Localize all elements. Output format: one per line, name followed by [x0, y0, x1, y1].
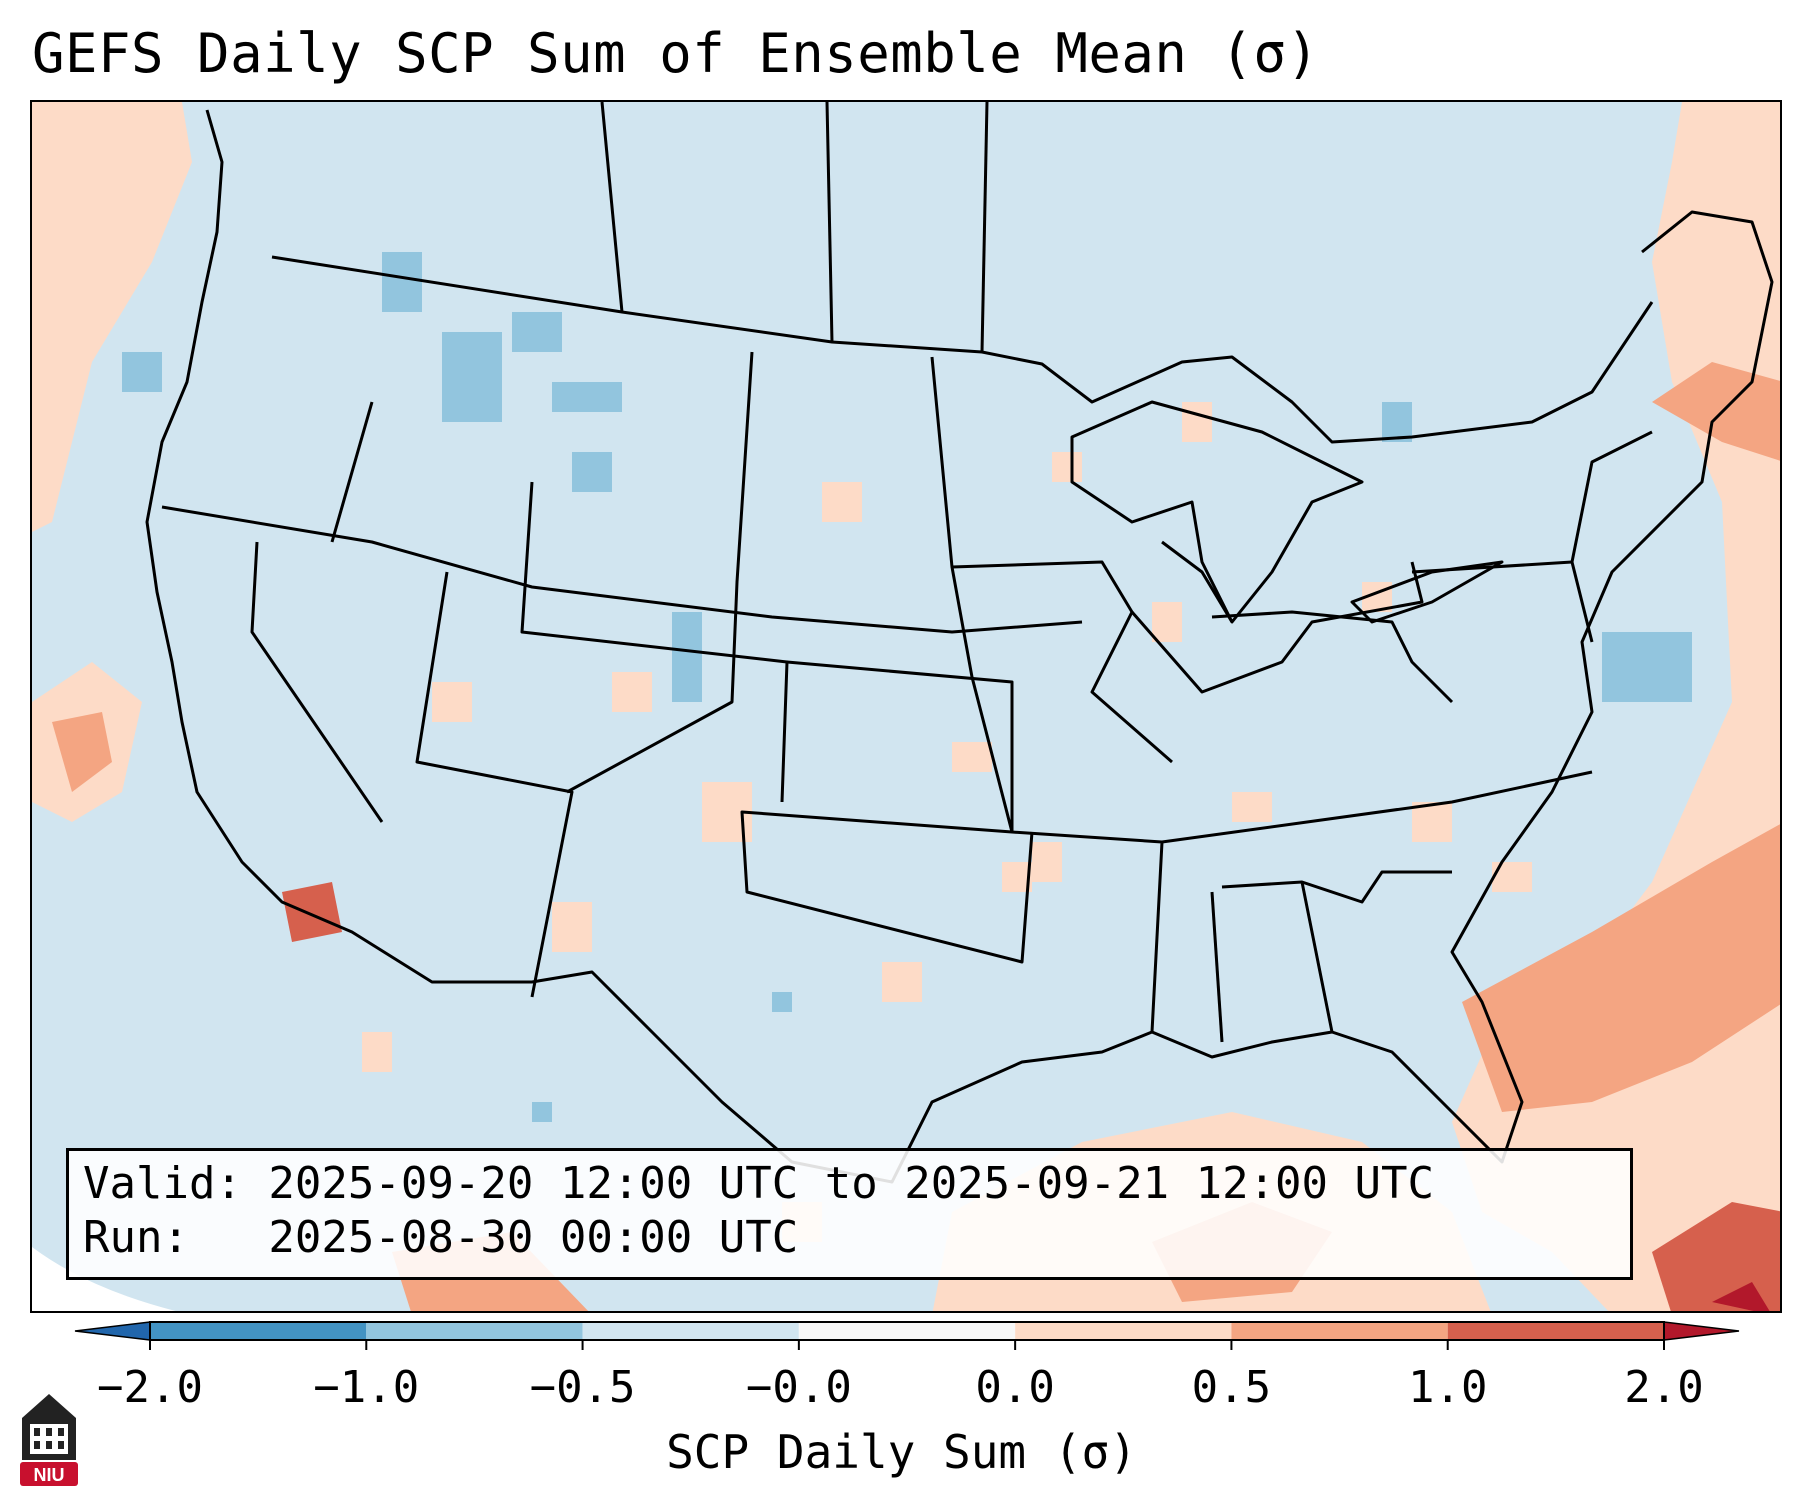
colorbar-bin — [366, 1322, 583, 1340]
positive-cell — [1002, 862, 1032, 892]
colorbar-bin — [1231, 1322, 1448, 1340]
positive-cell — [1052, 452, 1082, 482]
colorbar-tick-label: 0.0 — [975, 1362, 1055, 1413]
scp-field-layer — [32, 102, 1780, 1311]
positive-cell — [432, 682, 472, 722]
positive-cell — [882, 962, 922, 1002]
colorbar-tick-label: −2.0 — [97, 1362, 203, 1413]
positive-cell — [1182, 402, 1212, 442]
state-boundary-line — [1300, 881, 1334, 1033]
atlantic-moderate-band — [1462, 824, 1780, 1112]
negative-cell — [122, 352, 162, 392]
state-boundary-line — [250, 541, 384, 823]
positive-cell — [822, 482, 862, 522]
valid-run-info-box: Valid: 2025-09-20 12:00 UTC to 2025-09-2… — [66, 1148, 1633, 1280]
caribbean-high — [1652, 1202, 1780, 1311]
colorbar-tick-label: 2.0 — [1624, 1362, 1704, 1413]
state-boundary-line — [1161, 770, 1593, 844]
colorbar-outline — [149, 1321, 1665, 1341]
us-coastline — [145, 109, 1774, 1184]
california-coast-moderate — [52, 712, 112, 792]
colorbar-extend-high — [1663, 1321, 1740, 1341]
niu-logo-text: NIU — [34, 1465, 65, 1485]
state-boundary-line — [1130, 561, 1424, 694]
state-boundary-line — [1211, 610, 1454, 704]
map-title: GEFS Daily SCP Sum of Ensemble Mean (σ) — [32, 22, 1320, 85]
caribbean-extreme — [1712, 1282, 1770, 1311]
colorbar-tick-label: 1.0 — [1407, 1362, 1488, 1413]
negative-cell — [672, 612, 702, 702]
state-boundary-line — [271, 255, 1654, 444]
negative-cell — [552, 382, 622, 412]
negative-cell — [382, 252, 422, 312]
colorbar-bin — [150, 1322, 367, 1340]
state-boundary-line — [740, 660, 1034, 964]
negative-cell — [1602, 632, 1692, 702]
state-boundary-line — [1210, 891, 1224, 1043]
valid-time-text: Valid: 2025-09-20 12:00 UTC to 2025-09-2… — [83, 1158, 1435, 1209]
positive-cell — [362, 1032, 392, 1072]
colorbar-bin — [582, 1322, 799, 1340]
positive-cell — [1492, 862, 1532, 892]
state-boundary-line — [980, 102, 989, 353]
positive-cell — [952, 742, 992, 772]
negative-cell — [442, 332, 502, 422]
colorbar-tick-label: 0.5 — [1191, 1362, 1272, 1413]
map-canvas — [32, 102, 1780, 1311]
negative-cell — [572, 452, 612, 492]
state-boundary-line — [566, 351, 754, 794]
outside-domain — [32, 1247, 176, 1311]
positive-cell — [1412, 802, 1452, 842]
colorbar-bin — [1015, 1322, 1232, 1340]
colorbar-extend-low — [74, 1321, 151, 1341]
positive-cell — [1032, 842, 1062, 882]
positive-cell — [1152, 602, 1182, 642]
colorbar-bin — [798, 1322, 1016, 1340]
state-boundary-line — [1570, 430, 1653, 563]
state-boundary-line — [1161, 540, 1234, 623]
colorbar-tick-label: −0.5 — [529, 1362, 636, 1413]
negative-cell — [512, 312, 562, 352]
colorbar-label: SCP Daily Sum (σ) — [666, 1425, 1137, 1479]
state-boundaries — [145, 102, 1774, 1184]
colorbar-tick-label: −1.0 — [313, 1362, 420, 1413]
negative-cell — [532, 1102, 552, 1122]
state-boundary-line — [1221, 870, 1452, 904]
positive-cell — [612, 672, 652, 712]
positive-cell — [1232, 792, 1272, 822]
run-time-text: Run: 2025-08-30 00:00 UTC — [83, 1212, 799, 1263]
map-panel — [30, 100, 1782, 1313]
negative-cell — [1382, 402, 1412, 442]
baja-high-cell — [282, 882, 342, 942]
state-boundary-line — [330, 401, 374, 543]
state-boundary-line — [415, 571, 574, 998]
positive-cell — [552, 902, 592, 952]
positive-cell — [702, 782, 752, 842]
colorbar-bin — [1447, 1322, 1664, 1340]
negative-cell — [772, 992, 792, 1012]
colorbar-tick-label: −0.0 — [745, 1362, 852, 1413]
niu-logo: NIU — [20, 1394, 78, 1486]
state-boundary-line — [161, 505, 1083, 634]
pacific-positive-area — [32, 102, 192, 532]
state-boundary-line — [600, 102, 624, 313]
state-boundary-line — [520, 481, 789, 803]
colorbar — [74, 1321, 1740, 1350]
state-boundary-line — [930, 356, 1014, 833]
state-boundary-line — [825, 102, 834, 343]
state-boundary-line — [1070, 400, 1364, 624]
